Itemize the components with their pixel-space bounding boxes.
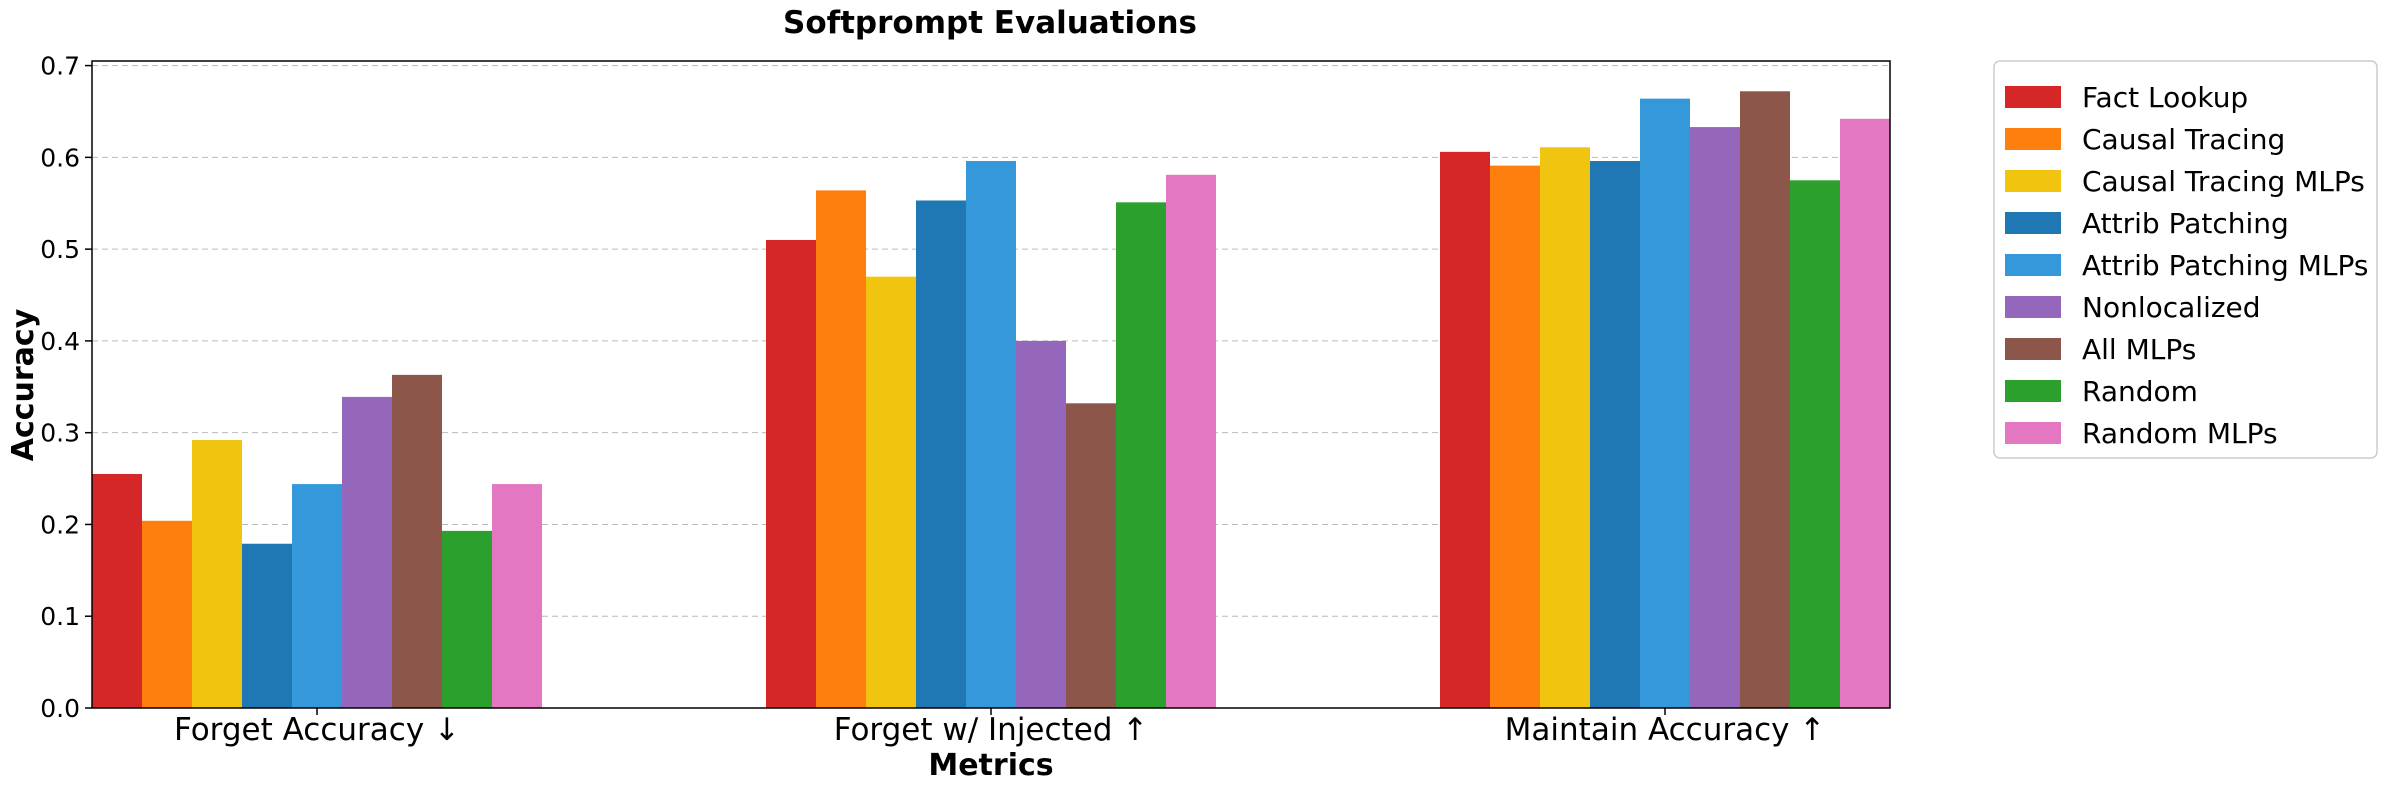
bar (1640, 98, 1690, 708)
bar (342, 396, 392, 708)
legend-swatch (2005, 128, 2061, 150)
legend-label: Causal Tracing (2082, 123, 2285, 156)
legend-swatch (2005, 338, 2061, 360)
bar (1490, 165, 1540, 708)
bar (1840, 118, 1890, 709)
legend-swatch (2005, 422, 2061, 444)
bar (916, 200, 966, 708)
legend-label: Attrib Patching MLPs (2082, 249, 2368, 282)
legend-label: Causal Tracing MLPs (2082, 165, 2365, 198)
bar (1590, 161, 1640, 709)
legend-swatch (2005, 380, 2061, 402)
x-axis-label: Metrics (928, 748, 1053, 783)
bar (1690, 127, 1740, 708)
bars (92, 91, 1890, 709)
bar (1166, 174, 1216, 708)
legend-label: Random (2082, 375, 2198, 408)
x-tick-label: Forget w/ Injected ↑ (834, 712, 1149, 748)
bar (1540, 147, 1590, 708)
bar (1440, 151, 1490, 708)
y-tick-label: 0.7 (40, 52, 80, 81)
bar (142, 520, 192, 708)
bar (1116, 202, 1166, 708)
legend-frame (1993, 60, 2378, 459)
legend-label: Nonlocalized (2082, 291, 2261, 324)
bar (292, 484, 342, 708)
bar (92, 473, 142, 708)
y-tick-label: 0.1 (40, 602, 80, 631)
legend-swatch (2005, 296, 2061, 318)
legend-swatch (2005, 254, 2061, 276)
x-tick-label: Maintain Accuracy ↑ (1505, 712, 1826, 748)
legend-label: Fact Lookup (2082, 81, 2248, 114)
x-axis-ticks: Forget Accuracy ↓ Forget w/ Injected ↑ Mai… (174, 708, 1825, 748)
bar (242, 543, 292, 708)
bar (766, 239, 816, 708)
bar (1790, 180, 1840, 709)
legend-label: Random MLPs (2082, 417, 2278, 450)
bar (1016, 340, 1066, 708)
y-tick-label: 0.6 (40, 143, 80, 172)
chart-title: Softprompt Evaluations (783, 5, 1197, 41)
legend-label: All MLPs (2082, 333, 2196, 366)
x-tick-label: Forget Accuracy ↓ (174, 712, 460, 748)
y-tick-label: 0.5 (40, 235, 80, 264)
y-tick-label: 0.2 (40, 510, 80, 539)
bar (442, 530, 492, 708)
y-tick-label: 0.3 (40, 419, 80, 448)
legend: Fact Lookup Causal Tracing Causal Tracing … (1993, 60, 2378, 459)
bar (866, 276, 916, 708)
bar (1740, 91, 1790, 709)
bar (492, 484, 542, 708)
y-tick-label: 0.0 (40, 694, 80, 723)
legend-swatch (2005, 170, 2061, 192)
bar (392, 374, 442, 708)
y-axis-ticks: 0.0 0.1 0.2 0.3 0.4 0.5 0.6 0.7 (40, 52, 92, 723)
legend-swatch (2005, 86, 2061, 108)
y-tick-label: 0.4 (40, 327, 80, 356)
y-axis-label: Accuracy (6, 308, 41, 461)
bar (192, 440, 242, 708)
legend-swatch (2005, 212, 2061, 234)
legend-label: Attrib Patching (2082, 207, 2289, 240)
bar (816, 190, 866, 708)
bar (1066, 403, 1116, 708)
bar (966, 161, 1016, 709)
